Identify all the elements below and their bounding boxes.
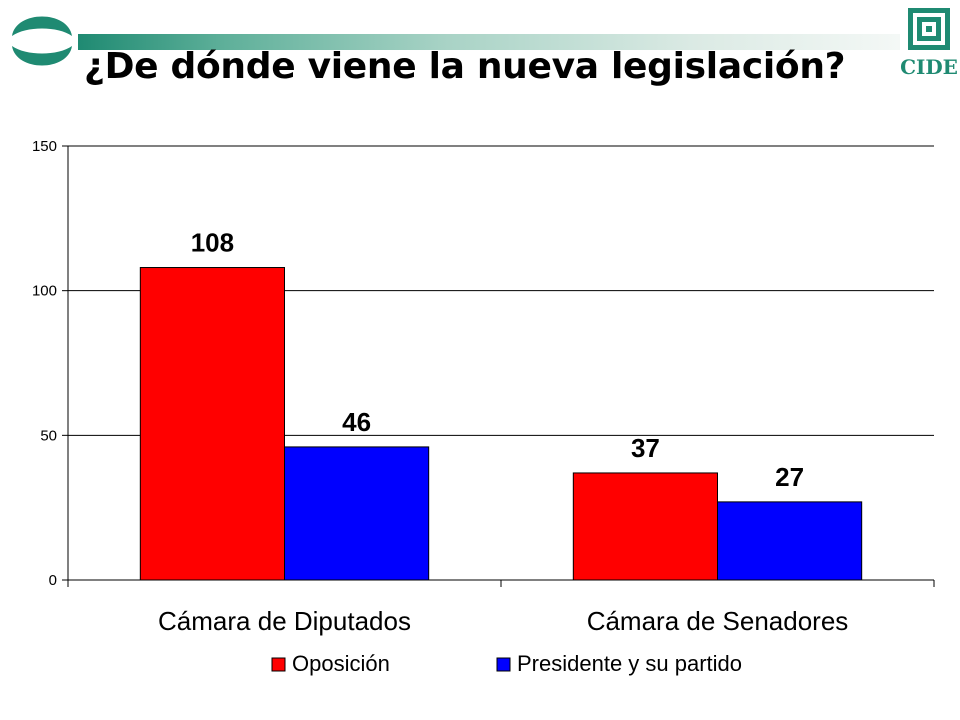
bar-oposicion [572, 472, 718, 581]
cide-logo-text: CIDE [900, 55, 958, 78]
data-label: 37 [631, 433, 660, 463]
cide-spiral-icon [908, 8, 950, 50]
left-logo-icon [6, 6, 78, 81]
bars [139, 267, 863, 581]
y-tick-label: 0 [49, 572, 57, 589]
bar-presidente [284, 446, 430, 581]
legend-swatch [271, 657, 286, 672]
legend: Oposición Presidente y su partido [271, 651, 742, 676]
legend-label: Presidente y su partido [517, 651, 742, 676]
data-label: 46 [342, 407, 371, 437]
y-tick-label: 150 [32, 138, 57, 155]
cide-logo: CIDE [898, 6, 958, 83]
category-labels: Cámara de Diputados Cámara de Senadores [158, 606, 848, 636]
legend-label: Oposición [292, 651, 390, 676]
y-tick-label: 50 [40, 427, 57, 444]
y-tick-labels: 0 50 100 150 [32, 138, 57, 589]
page-title: ¿De dónde viene la nueva legislación? [84, 46, 846, 87]
data-labels: 108 46 37 27 [191, 228, 804, 492]
y-tick-label: 100 [32, 283, 57, 300]
legend-swatch [496, 657, 511, 672]
bar-oposicion [139, 267, 285, 581]
data-label: 27 [775, 462, 804, 492]
category-label: Cámara de Diputados [158, 606, 411, 636]
header-gradient-band [78, 34, 900, 50]
data-label: 108 [191, 228, 234, 258]
bar-presidente [717, 501, 863, 581]
category-label: Cámara de Senadores [587, 606, 849, 636]
